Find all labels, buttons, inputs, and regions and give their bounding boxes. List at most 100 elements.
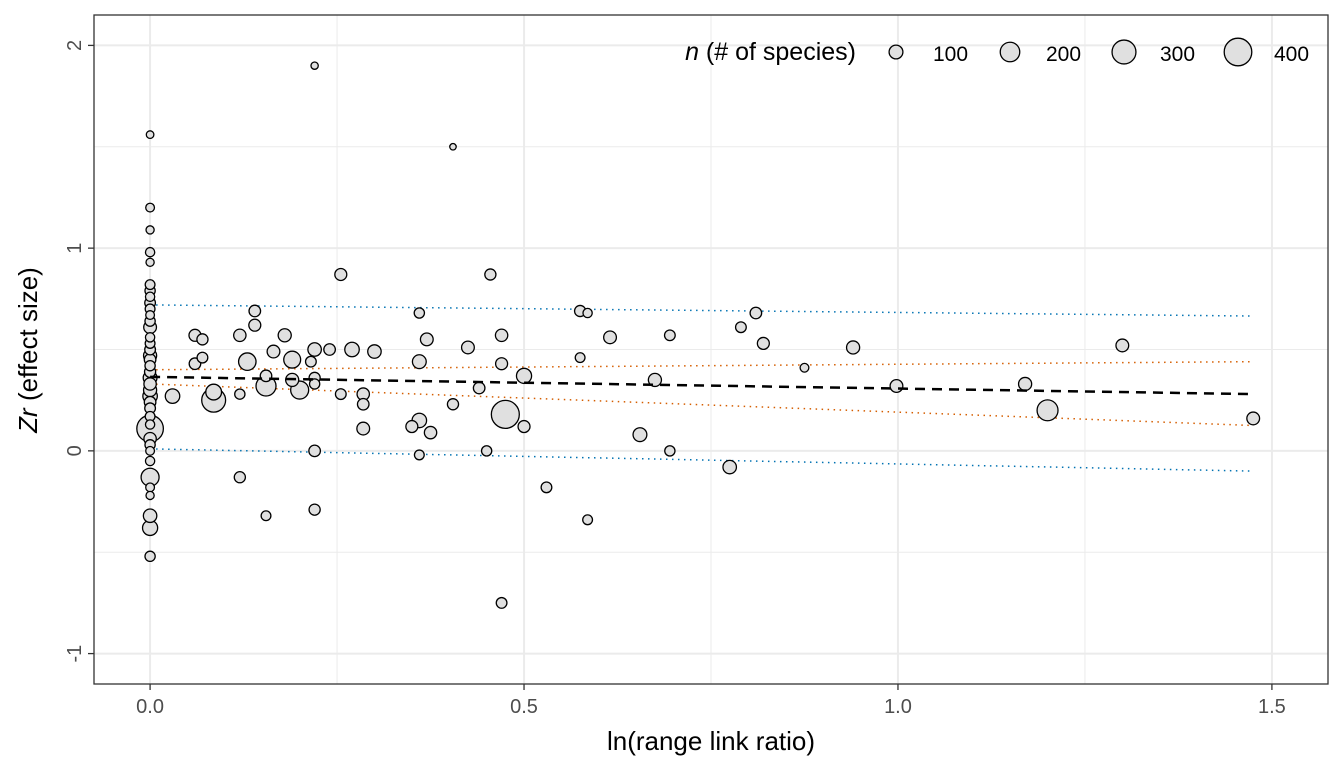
interval-bands: [150, 304, 1254, 472]
data-point: [233, 471, 247, 484]
legend-title-symbol: n: [685, 38, 699, 66]
data-point: [494, 357, 509, 371]
data-point: [266, 344, 281, 359]
data-point: [145, 225, 155, 235]
data-point: [144, 419, 156, 430]
data-point: [1017, 376, 1033, 392]
data-point: [237, 352, 257, 372]
data-point: [308, 503, 321, 516]
data-point: [145, 130, 155, 140]
y-axis-title-symbol: Zr: [13, 407, 43, 434]
legend-title-text: (# of species): [699, 38, 856, 66]
confidence-band-upper: [150, 360, 1254, 371]
data-point: [413, 307, 426, 319]
data-point: [664, 445, 676, 457]
data-point: [405, 419, 419, 434]
data-point: [1246, 411, 1261, 426]
prediction-band-lower: [150, 448, 1254, 472]
data-point: [205, 383, 223, 401]
grid-major: [94, 15, 1328, 684]
data-point: [307, 342, 322, 357]
prediction-band-upper: [150, 304, 1254, 317]
data-point: [647, 372, 663, 388]
data-point: [449, 142, 457, 151]
data-point: [632, 427, 648, 443]
data-point: [472, 381, 486, 395]
legend-key: [1111, 39, 1137, 65]
data-point: [144, 550, 156, 563]
data-point: [145, 202, 156, 213]
x-tick-label: 0.0: [136, 696, 164, 718]
data-point: [367, 344, 382, 359]
data-point: [540, 481, 553, 494]
data-point: [144, 332, 156, 343]
data-point: [144, 359, 156, 372]
x-tick-label: 0.5: [510, 696, 538, 718]
data-point: [248, 318, 262, 332]
data-points: [136, 61, 1261, 609]
legend-label: 200: [1046, 43, 1081, 66]
data-point: [145, 310, 156, 321]
data-point: [144, 246, 156, 258]
data-point: [582, 307, 593, 319]
data-point: [259, 369, 273, 383]
y-tick-label: 0: [64, 445, 86, 456]
data-point: [756, 336, 770, 351]
data-point: [413, 449, 425, 461]
data-point: [423, 425, 438, 440]
data-point: [411, 354, 427, 370]
y-tick-label: -1: [64, 645, 86, 663]
data-point: [308, 378, 321, 390]
legend-label: 400: [1274, 43, 1309, 66]
y-tick-label: 1: [64, 243, 86, 254]
data-point: [663, 329, 676, 342]
data-point: [495, 596, 508, 609]
data-point: [603, 330, 618, 345]
data-point: [494, 328, 509, 343]
data-point: [334, 267, 348, 282]
data-point: [145, 257, 155, 268]
fit-line-group: [150, 375, 1254, 396]
data-point: [419, 332, 434, 347]
legend-label: 300: [1160, 43, 1195, 66]
y-tick-label: 2: [64, 40, 86, 51]
data-point: [142, 508, 158, 524]
legend-title: n (# of species): [685, 38, 856, 66]
data-point: [164, 388, 181, 405]
x-tick-label: 1.0: [884, 696, 912, 718]
legend-label: 100: [933, 43, 968, 66]
data-point: [145, 490, 155, 501]
y-axis-title-text: (effect size): [13, 267, 43, 408]
data-point: [323, 343, 337, 356]
data-point: [1115, 338, 1130, 353]
data-point: [310, 61, 319, 70]
data-point: [304, 355, 317, 368]
data-point: [734, 321, 747, 334]
data-point: [484, 268, 497, 281]
data-point: [889, 378, 904, 394]
y-axis-title: Zr (effect size): [13, 267, 43, 434]
data-point: [480, 445, 493, 457]
data-point: [749, 306, 763, 320]
data-point: [574, 352, 586, 364]
data-point: [1036, 399, 1059, 422]
size-legend: n (# of species) 100 200 300 400: [685, 37, 1309, 67]
data-point: [582, 514, 594, 526]
data-point: [515, 367, 533, 385]
x-axis-title: ln(range link ratio): [607, 726, 815, 756]
y-axis: -1 0 1 2: [64, 40, 94, 663]
legend-key: [888, 44, 904, 60]
data-point: [145, 482, 156, 493]
data-point: [283, 350, 302, 369]
data-point: [799, 362, 810, 373]
data-point: [233, 328, 247, 343]
data-point: [490, 399, 520, 429]
plot-border: [93, 14, 1329, 685]
legend-items: 100 200 300 400: [888, 37, 1309, 67]
data-point: [356, 397, 370, 411]
data-point: [234, 388, 246, 400]
data-point: [143, 377, 157, 391]
data-point: [144, 455, 156, 467]
legend-key: [999, 41, 1021, 63]
